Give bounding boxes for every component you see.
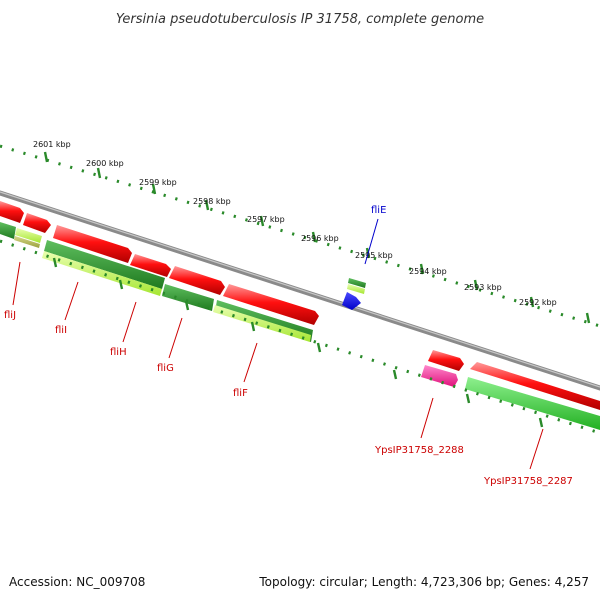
ruler-label-2594: 2594 kbp	[409, 267, 447, 276]
callout-line	[168, 317, 183, 359]
cds-bar-light	[42, 251, 162, 296]
blue-gene-arrow	[342, 292, 361, 310]
flie-feature	[342, 278, 366, 310]
cds-bar-dark	[44, 240, 165, 289]
inner-ruler-ticks	[52, 257, 544, 428]
cds-bar-light	[15, 228, 42, 243]
gene-label-flif: fliF	[233, 388, 248, 399]
ruler-label-2598: 2598 kbp	[193, 197, 231, 206]
genome-summary-text: Topology: circular; Length: 4,723,306 bp…	[258, 575, 589, 589]
ruler-label-2595: 2595 kbp	[355, 251, 393, 260]
gene-label-flie: fliE	[371, 205, 386, 216]
gene-label-flii: fliI	[55, 325, 67, 336]
callout-line	[529, 428, 544, 470]
gene-label-flih: fliH	[110, 347, 127, 358]
ruler-label-2593: 2593 kbp	[464, 283, 502, 292]
gene-label-flij: fliJ	[4, 310, 16, 321]
cds-bar-green	[465, 377, 600, 430]
callout-line	[64, 281, 79, 321]
gene-arrow-forward	[428, 350, 464, 371]
gene-arrow-forward	[169, 266, 225, 295]
gene-arrow-forward	[23, 213, 51, 233]
gene-callouts: fliJ fliI fliH fliG fliF fliE YpsIP31758…	[4, 205, 573, 487]
callout-line	[420, 397, 434, 439]
callout-line	[122, 301, 137, 343]
callout-line	[364, 218, 379, 265]
gene-label-flig: fliG	[157, 363, 174, 374]
cds-bar-olive	[14, 236, 40, 248]
accession-text: Accession: NC_009708	[9, 575, 145, 589]
cds-bar-light	[213, 305, 311, 342]
gene-arrow-forward	[0, 201, 24, 223]
gene-arrow-forward	[470, 362, 600, 410]
ruler-label-2592: 2592 kbp	[519, 298, 557, 307]
gene-arrow-forward	[53, 225, 132, 263]
callout-line	[243, 342, 258, 383]
cds-bar-dark	[162, 284, 214, 311]
ruler-label-2596: 2596 kbp	[301, 234, 339, 243]
map-title: Yersinia pseudotuberculosis IP 31758, co…	[116, 12, 484, 27]
cds-bar-dark	[0, 222, 16, 239]
gene-label-ypsip31758-2287: YpsIP31758_2287	[483, 476, 573, 487]
gene-arrow-forward	[130, 254, 171, 277]
ruler-label-2600: 2600 kbp	[86, 159, 124, 168]
ruler-labels: 2601 kbp 2600 kbp 2599 kbp 2598 kbp 2597…	[33, 140, 557, 307]
outer-ruler-ticks	[43, 151, 591, 324]
gene-arrow-forward	[223, 284, 319, 325]
forward-genes	[0, 201, 600, 410]
inner-ruler-line	[0, 239, 600, 435]
gene-label-ypsip31758-2288: YpsIP31758_2288	[374, 445, 464, 456]
ruler-label-2597: 2597 kbp	[247, 215, 285, 224]
genome-backbone	[0, 190, 600, 391]
cds-features	[0, 222, 600, 430]
ruler-label-2599: 2599 kbp	[139, 178, 177, 187]
ruler-label-2601: 2601 kbp	[33, 140, 71, 149]
callout-line	[12, 261, 21, 306]
magenta-gene-arrow	[421, 365, 458, 387]
